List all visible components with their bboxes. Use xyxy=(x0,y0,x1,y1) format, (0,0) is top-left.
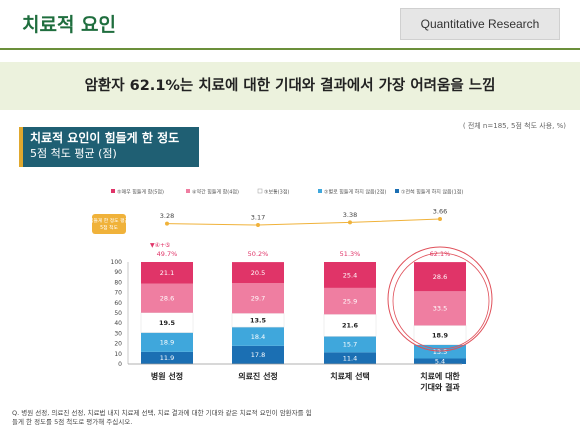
headline-banner: 암환자 62.1%는 치료에 대한 기대와 결과에서 가장 어려움을 느낌 xyxy=(0,62,580,110)
section-title: 치료적 요인이 힘들게 한 정도 xyxy=(30,131,180,145)
legend-hard-label: ④약간 힘들게 함(4점) xyxy=(192,189,239,196)
segment-value-label: 13.5 xyxy=(433,348,447,356)
segment-value-label: 18.9 xyxy=(160,339,174,347)
mean-value-label: 3.38 xyxy=(343,211,357,219)
top2-value-label: 49.7% xyxy=(157,250,178,258)
legend-very-hard-swatch xyxy=(111,189,115,193)
segment-value-label: 21.6 xyxy=(342,322,359,330)
bar-segment xyxy=(324,352,376,364)
page-title: 치료적 요인 xyxy=(22,14,117,36)
bar-segment xyxy=(324,336,376,353)
segment-value-label: 28.6 xyxy=(160,294,174,302)
bar-segment xyxy=(413,325,467,345)
y-tick-label: 100 xyxy=(111,259,123,266)
section-subtitle: 5점 척도 평균 (점) xyxy=(30,147,117,160)
bar-segment xyxy=(141,332,193,352)
segment-value-label: 5.4 xyxy=(435,358,445,366)
segment-value-label: 33.5 xyxy=(433,305,447,313)
category-label: 의료진 선정 xyxy=(238,371,278,381)
y-tick-label: 40 xyxy=(114,320,122,327)
bar-segment xyxy=(324,262,376,288)
legend-very-hard-label: ⑤매우 힘들게 함(5점) xyxy=(117,189,164,196)
mean-value-label: 3.66 xyxy=(433,208,447,216)
mean-badge-label: 힘들게 한 정도 평균 xyxy=(89,217,129,224)
y-tick-label: 50 xyxy=(114,310,122,317)
bar-segment xyxy=(232,345,284,364)
survey-question: Q. 병원 선정, 의료진 선정, 치료법 내지 치료제 선택, 치료 결과에 … xyxy=(12,409,312,426)
segment-value-label: 19.5 xyxy=(159,319,176,327)
segment-value-label: 25.9 xyxy=(343,297,357,305)
y-tick-label: 10 xyxy=(114,351,122,358)
bar-segment xyxy=(414,358,466,364)
category-label: 치료제 선택 xyxy=(330,371,370,381)
bar-segment xyxy=(414,262,466,292)
bar-segment xyxy=(232,283,284,314)
category-label: 기대와 결과 xyxy=(420,382,460,392)
legend-not-hard-label: ②별로 힘들게 하지 않음(2점) xyxy=(324,189,386,196)
segment-value-label: 29.7 xyxy=(251,294,265,302)
bar-segment xyxy=(141,283,193,313)
segment-value-label: 11.9 xyxy=(160,354,174,362)
y-tick-label: 20 xyxy=(114,341,122,348)
bar-segment xyxy=(232,327,284,346)
top2-value-label: 62.1% xyxy=(430,250,451,258)
bar-segment xyxy=(232,262,284,284)
highlight-ring-inner xyxy=(392,252,490,350)
segment-value-label: 18.9 xyxy=(432,331,449,339)
top2-value-label: 50.2% xyxy=(248,250,269,258)
legend-hard-swatch xyxy=(186,189,190,193)
segment-value-label: 17.8 xyxy=(251,351,265,359)
y-tick-label: 70 xyxy=(114,290,122,297)
segment-value-label: 18.4 xyxy=(251,333,265,341)
mean-point xyxy=(256,223,260,227)
mean-point xyxy=(348,220,352,225)
mean-point xyxy=(165,221,169,226)
mean-line xyxy=(166,218,441,226)
y-tick-label: 30 xyxy=(114,330,122,337)
category-label: 치료에 대한 xyxy=(420,371,460,381)
bar-segment xyxy=(324,287,376,315)
mean-value-label: 3.17 xyxy=(251,214,265,222)
bar-segment xyxy=(414,291,466,326)
title-divider xyxy=(0,48,580,50)
section-accent-bar xyxy=(19,127,23,167)
legend-neutral-swatch xyxy=(257,188,263,194)
top2-marker: ▼④+⑤ xyxy=(150,242,170,249)
research-type-tag: Quantitative Research xyxy=(400,8,560,40)
top2-value-label: 51.3% xyxy=(340,250,361,258)
y-tick-label: 80 xyxy=(114,279,122,286)
legend-not-hard-swatch xyxy=(318,189,322,193)
segment-value-label: 28.6 xyxy=(433,273,447,281)
segment-value-label: 11.4 xyxy=(343,354,357,362)
highlight-ring-outer xyxy=(387,246,493,352)
y-tick-label: 60 xyxy=(114,300,122,307)
section-title-box: 치료적 요인이 힘들게 한 정도 5점 척도 평균 (점) xyxy=(23,127,199,167)
segment-value-label: 15.7 xyxy=(343,341,357,349)
legend-not-at-all-label: ①전혀 힘들게 하지 않음(1점) xyxy=(401,189,463,196)
segment-value-label: 20.5 xyxy=(251,269,265,277)
y-tick-label: 0 xyxy=(118,361,122,368)
legend-neutral-label: ③보통(3점) xyxy=(264,189,289,196)
category-label: 병원 선정 xyxy=(151,371,183,381)
mean-badge xyxy=(92,214,126,234)
segment-value-label: 25.4 xyxy=(343,271,357,279)
sample-note: ( 전체 n=185, 5점 척도 사용, %) xyxy=(462,122,566,130)
bar-segment xyxy=(141,351,193,364)
legend-not-at-all-swatch xyxy=(395,189,399,193)
mean-value-label: 3.28 xyxy=(160,212,174,220)
bar-segment xyxy=(141,262,193,284)
y-tick-label: 90 xyxy=(114,269,122,276)
mean-badge-unit: 5점 척도 xyxy=(100,224,118,231)
segment-value-label: 13.5 xyxy=(250,316,267,324)
mean-point xyxy=(438,217,442,221)
segment-value-label: 21.1 xyxy=(160,269,174,277)
bar-segment xyxy=(414,344,466,359)
